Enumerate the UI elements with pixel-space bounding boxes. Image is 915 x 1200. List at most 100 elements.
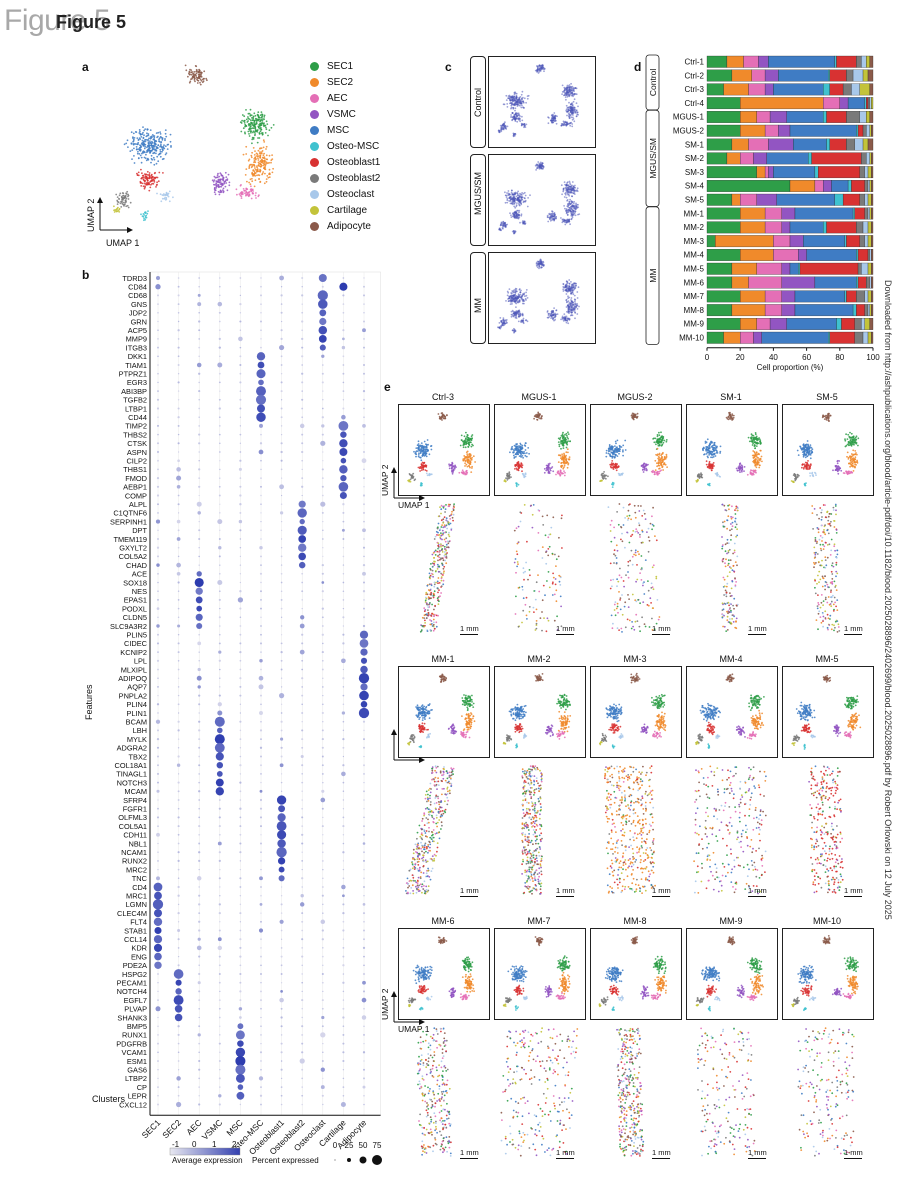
proportion-segment bbox=[740, 124, 766, 137]
umap-point bbox=[156, 176, 159, 179]
umap-point bbox=[572, 202, 575, 205]
dotplot-dot bbox=[260, 520, 262, 523]
dotplot-dot bbox=[280, 529, 283, 531]
dotplot-dot bbox=[301, 964, 303, 966]
umap-point bbox=[257, 159, 260, 161]
colorbar-tick: -1 bbox=[172, 1140, 180, 1149]
condition-umap-box bbox=[488, 56, 596, 148]
dotplot-dot bbox=[157, 355, 159, 358]
dotplot-dot bbox=[318, 299, 328, 309]
umap-point bbox=[250, 131, 252, 134]
umap-point bbox=[520, 93, 523, 96]
dotplot-dot bbox=[157, 320, 159, 323]
umap-point bbox=[118, 198, 121, 200]
umap-point bbox=[573, 210, 575, 212]
proportion-segment bbox=[866, 276, 870, 289]
umap-point bbox=[131, 158, 133, 160]
dotplot-dot bbox=[156, 816, 160, 819]
dotplot-dot bbox=[219, 355, 221, 358]
umap-point bbox=[565, 121, 567, 124]
umap-point bbox=[225, 182, 228, 184]
dotplot-dot bbox=[301, 868, 303, 871]
dotplot-dot bbox=[157, 842, 159, 845]
dotplot-dot bbox=[156, 294, 160, 297]
dotplot-dot bbox=[218, 590, 221, 593]
umap-point bbox=[571, 306, 573, 309]
umap-point bbox=[515, 314, 518, 316]
dotplot-dot bbox=[198, 799, 201, 801]
dotplot-dot bbox=[280, 686, 283, 688]
dotplot-dot bbox=[362, 912, 366, 915]
umap-point bbox=[571, 291, 574, 294]
dotplot-dot bbox=[260, 947, 262, 949]
umap-point bbox=[132, 132, 135, 135]
umap-point bbox=[574, 210, 577, 213]
umap-point bbox=[553, 215, 555, 218]
umap-point bbox=[252, 115, 255, 118]
dotplot-dot bbox=[363, 381, 365, 384]
umap-point bbox=[440, 412, 443, 415]
umap-point bbox=[147, 210, 149, 213]
proportion-segment bbox=[768, 138, 794, 151]
umap-point bbox=[521, 104, 523, 107]
umap-point bbox=[150, 173, 153, 176]
umap-point bbox=[270, 126, 273, 129]
panel-label-c: c bbox=[445, 60, 452, 74]
dotplot-dot bbox=[301, 659, 304, 662]
umap-point bbox=[203, 77, 205, 80]
umap-point bbox=[502, 122, 505, 125]
umap-point bbox=[184, 64, 187, 67]
umap-point bbox=[515, 306, 517, 308]
dotplot-dot bbox=[239, 616, 242, 619]
dotplot-dot bbox=[342, 990, 345, 993]
dotplot-dot bbox=[322, 460, 324, 462]
legend-label: AEC bbox=[327, 92, 348, 104]
dotplot-dot bbox=[177, 877, 180, 880]
dotplot-dot bbox=[177, 1033, 180, 1036]
umap-point bbox=[552, 311, 555, 314]
umap-point bbox=[153, 136, 156, 139]
umap-point bbox=[168, 190, 171, 193]
umap-point bbox=[219, 183, 222, 185]
umap-point bbox=[541, 165, 543, 167]
sample-label: MM-1 bbox=[684, 209, 705, 218]
dotplot-dot bbox=[363, 773, 365, 775]
umap-point bbox=[152, 146, 154, 149]
umap-point bbox=[154, 177, 157, 179]
umap-point bbox=[423, 461, 425, 464]
proportion-segment bbox=[773, 166, 816, 179]
umap-point bbox=[149, 150, 152, 153]
feature-label: TINAGL1 bbox=[116, 770, 147, 779]
feature-label: SLC9A3R2 bbox=[110, 622, 147, 631]
proportion-segment bbox=[869, 97, 872, 110]
dotplot-dot bbox=[198, 390, 201, 393]
umap-point bbox=[505, 224, 507, 226]
umap-point bbox=[507, 97, 510, 99]
umap-point bbox=[547, 220, 550, 223]
proportion-segment bbox=[814, 180, 824, 192]
condition-umap bbox=[498, 161, 581, 235]
dotplot-dot bbox=[259, 294, 263, 297]
umap-point bbox=[215, 185, 218, 188]
umap-point bbox=[568, 114, 570, 116]
dotplot-dot bbox=[177, 590, 180, 592]
umap-point bbox=[499, 317, 502, 319]
bar-x-tick-label: 0 bbox=[705, 353, 710, 362]
dotplot-dot bbox=[361, 1015, 367, 1020]
umap-point bbox=[256, 155, 259, 158]
feature-label: EPAS1 bbox=[124, 596, 147, 605]
feature-label: COL5A1 bbox=[119, 822, 147, 831]
dotplot-dot bbox=[342, 668, 345, 671]
umap-point bbox=[140, 182, 143, 184]
umap-point bbox=[136, 174, 139, 176]
umap-point bbox=[472, 455, 475, 458]
umap-point bbox=[551, 217, 554, 219]
dotplot-dot bbox=[173, 995, 184, 1006]
umap-point bbox=[146, 132, 148, 135]
umap-point bbox=[504, 319, 507, 321]
dotplot-dot bbox=[342, 364, 345, 366]
dotplot-dot bbox=[177, 346, 180, 349]
dotplot-dot bbox=[363, 781, 365, 784]
umap-point bbox=[470, 458, 472, 460]
dotplot-dot bbox=[219, 512, 221, 514]
